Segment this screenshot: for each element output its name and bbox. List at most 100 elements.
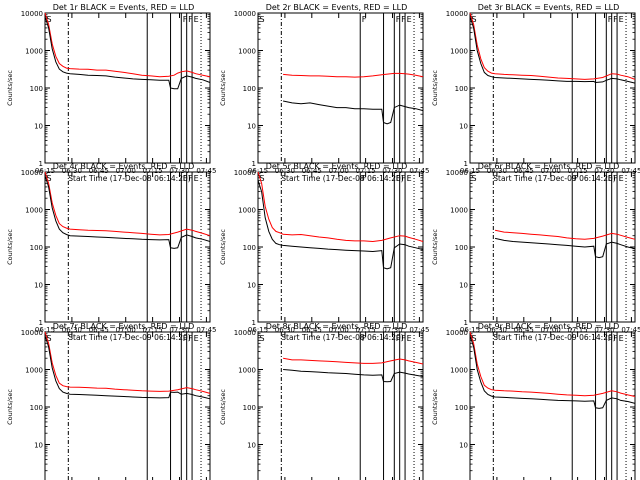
y-tick-label: 100 bbox=[30, 85, 43, 93]
y-tick-label: 10000 bbox=[446, 169, 468, 177]
plot-frame bbox=[44, 171, 211, 323]
event-marker-label: S bbox=[47, 334, 52, 343]
x-tick-label: 07:45 bbox=[409, 326, 429, 334]
x-tick-label: 07:15 bbox=[143, 326, 163, 334]
event-marker-label: F bbox=[608, 334, 613, 343]
y-tick-label: 10 bbox=[34, 442, 43, 450]
y-tick-label: 1000 bbox=[25, 367, 43, 375]
y-tick-label: 10000 bbox=[446, 10, 468, 18]
event-marker-label: F bbox=[396, 334, 401, 343]
event-marker-label: E bbox=[194, 334, 199, 343]
plot-frame bbox=[469, 171, 636, 323]
event-marker-label: F bbox=[608, 174, 613, 183]
x-tick-label: 06:30 bbox=[62, 167, 82, 175]
y-tick-label: 10 bbox=[247, 282, 256, 290]
series-line-black bbox=[257, 180, 424, 270]
y-tick-label: 1000 bbox=[238, 207, 256, 215]
panel-title: Det 2r BLACK = Events, RED = LLD bbox=[266, 3, 408, 12]
series-line-black bbox=[469, 16, 636, 84]
x-tick-label: 06:15 bbox=[460, 326, 480, 334]
series-line-red bbox=[283, 357, 424, 365]
event-marker-label: F bbox=[362, 174, 367, 183]
x-axis-label: Start Time (17-Dec-09 06:14:20) bbox=[493, 174, 615, 183]
x-tick-label: 07:30 bbox=[594, 167, 614, 175]
y-tick-label: 100 bbox=[30, 244, 43, 252]
series-line-red bbox=[44, 331, 211, 394]
x-tick-label: 07:15 bbox=[568, 326, 588, 334]
series-line-red bbox=[494, 229, 636, 240]
y-tick-label: 1000 bbox=[450, 367, 468, 375]
y-axis-label: Counts/sec bbox=[431, 70, 439, 106]
detector-panel-5: Det 5r BLACK = Events, RED = LLD11010010… bbox=[219, 162, 430, 342]
x-tick-label: 07:00 bbox=[116, 167, 136, 175]
detector-panel-4: Det 4r BLACK = Events, RED = LLD11010010… bbox=[6, 162, 217, 342]
event-marker-label: F bbox=[401, 334, 406, 343]
event-marker-label: F bbox=[188, 15, 193, 24]
plot-frame bbox=[469, 331, 636, 480]
y-axis-label: Counts/sec bbox=[6, 229, 14, 265]
x-tick-label: 07:15 bbox=[143, 167, 163, 175]
y-tick-label: 100 bbox=[455, 244, 468, 252]
panel-title: Det 5r BLACK = Events, RED = LLD bbox=[266, 162, 408, 171]
series-line-red bbox=[44, 171, 211, 237]
x-axis-label: Start Time (17-Dec-08 06:14:20) bbox=[281, 174, 403, 183]
y-tick-label: 10 bbox=[459, 123, 468, 131]
y-tick-label: 10000 bbox=[234, 10, 256, 18]
x-tick-label: 06:45 bbox=[302, 326, 322, 334]
series-line-red bbox=[257, 171, 424, 243]
panel-title: Det 4r BLACK = Events, RED = LLD bbox=[53, 162, 195, 171]
x-tick-label: 07:45 bbox=[409, 167, 429, 175]
event-marker-label: F bbox=[574, 174, 579, 183]
y-tick-label: 10000 bbox=[446, 329, 468, 337]
x-tick-label: 07:15 bbox=[356, 167, 376, 175]
event-marker-label: F bbox=[362, 15, 367, 24]
y-tick-label: 10 bbox=[247, 123, 256, 131]
event-marker-label: E bbox=[619, 15, 624, 24]
x-tick-label: 06:45 bbox=[89, 326, 109, 334]
event-marker-label: F bbox=[188, 334, 193, 343]
series-line-black bbox=[44, 175, 211, 249]
panel-title: Det 1r BLACK = Events, RED = LLD bbox=[53, 3, 195, 12]
detector-panel-3: Det 3r BLACK = Events, RED = LLD 1 10 100 10… bbox=[431, 3, 640, 183]
x-tick-label: 07:30 bbox=[382, 167, 402, 175]
x-tick-label: 06:15 bbox=[460, 167, 480, 175]
y-axis-label: Counts/sec bbox=[6, 389, 14, 425]
x-tick-label: 07:00 bbox=[541, 167, 561, 175]
series-line-black bbox=[44, 16, 211, 90]
plot-frame bbox=[44, 331, 211, 480]
event-marker-label: S bbox=[260, 174, 265, 183]
y-tick-label: 100 bbox=[243, 404, 256, 412]
x-tick-label: 06:45 bbox=[89, 167, 109, 175]
event-marker-label: F bbox=[396, 174, 401, 183]
y-tick-label: 10 bbox=[459, 282, 468, 290]
event-marker-label: F bbox=[396, 15, 401, 24]
series-line-black bbox=[469, 335, 636, 409]
x-axis-label: Start Time (17-Dec-08 06:14:20) bbox=[68, 174, 190, 183]
event-marker-label: S bbox=[472, 15, 477, 24]
y-tick-label: 1000 bbox=[25, 48, 43, 56]
x-tick-label: 07:45 bbox=[196, 326, 216, 334]
y-tick-label: 1000 bbox=[25, 207, 43, 215]
panel-title: Det 8r BLACK = Events, RED = LLD bbox=[266, 322, 408, 331]
event-marker-label: F bbox=[183, 15, 188, 24]
event-marker-label: S bbox=[47, 174, 52, 183]
series-line-black bbox=[283, 369, 424, 383]
event-marker-label: S bbox=[472, 174, 477, 183]
event-marker-label: E bbox=[407, 174, 412, 183]
y-tick-label: 10000 bbox=[21, 169, 43, 177]
y-tick-label: 10000 bbox=[234, 169, 256, 177]
plot-frame bbox=[257, 12, 424, 164]
detector-panel-7: Det 7r BLACK = Events, RED = LLD 1 10 100 10… bbox=[6, 322, 211, 480]
x-tick-label: 06:45 bbox=[514, 326, 534, 334]
x-tick-label: 07:30 bbox=[382, 326, 402, 334]
x-tick-label: 07:30 bbox=[169, 167, 189, 175]
x-tick-label: 06:15 bbox=[35, 326, 55, 334]
event-marker-label: E bbox=[619, 174, 624, 183]
y-tick-label: 10 bbox=[34, 123, 43, 131]
x-tick-label: 07:15 bbox=[568, 167, 588, 175]
y-axis-label: Counts/sec bbox=[219, 70, 227, 106]
x-tick-label: 07:45 bbox=[196, 167, 216, 175]
event-marker-label: E bbox=[194, 174, 199, 183]
event-marker-label: E bbox=[194, 15, 199, 24]
